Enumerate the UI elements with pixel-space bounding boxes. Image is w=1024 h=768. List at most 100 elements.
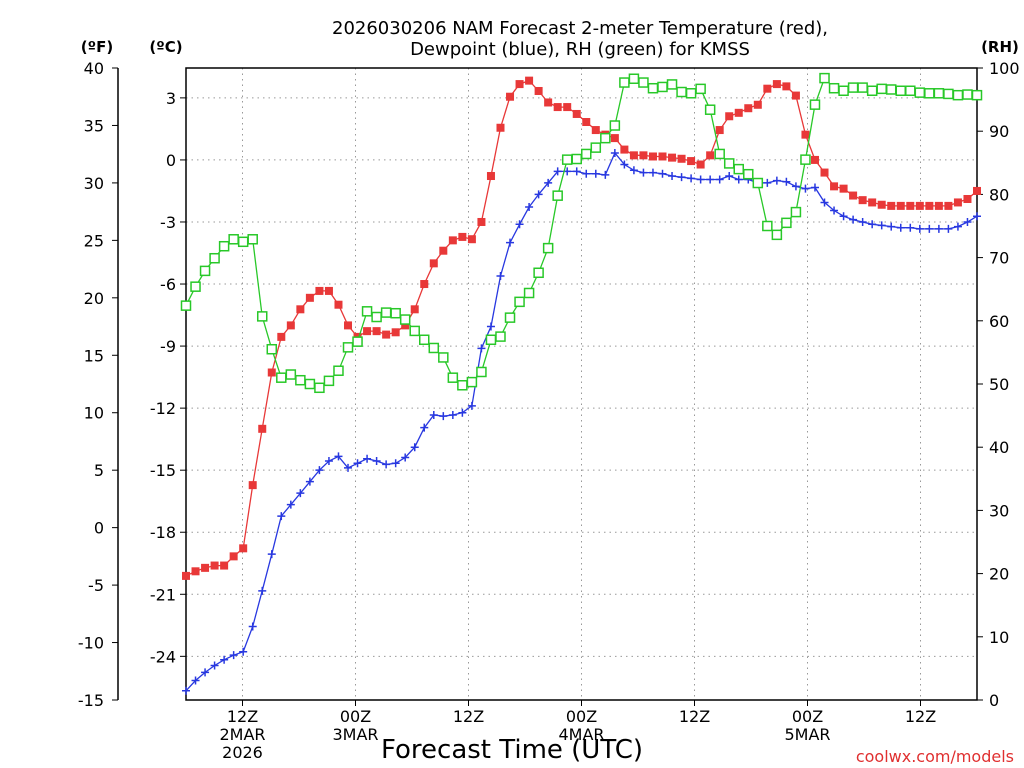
rh-point-11 [285, 369, 297, 380]
rh-unit-label: (RH) [981, 38, 1019, 56]
rh-point-75 [895, 85, 907, 97]
f-tick-label-2: -5 [88, 576, 104, 595]
rh-point-18 [352, 336, 363, 347]
dewpoint-point-2 [201, 668, 210, 677]
rh-point-6 [237, 236, 249, 248]
f-tick-label-9: 30 [84, 174, 104, 193]
rh-point-71 [857, 82, 868, 93]
2-meter-temperature-point-68 [830, 182, 839, 191]
dewpoint-point-63 [782, 177, 791, 186]
dewpoint-point-34 [506, 238, 515, 247]
rh-point-43 [590, 142, 602, 153]
2-meter-temperature-point-50 [658, 152, 667, 161]
dewpoint-point-50 [658, 169, 667, 178]
dewpoint-point-62 [772, 176, 781, 185]
rh-point-58 [733, 163, 744, 175]
rh-tick-label-10: 100 [989, 59, 1020, 78]
2-meter-temperature-point-35 [515, 80, 524, 89]
f-tick-label-10: 35 [84, 116, 104, 135]
dewpoint-point-29 [458, 408, 467, 417]
rh-point-52 [676, 86, 687, 98]
x-tick-label-5-0: 00Z [792, 707, 823, 726]
2-meter-temperature-point-32 [486, 172, 495, 181]
2-meter-temperature-point-21 [382, 330, 391, 339]
dewpoint-point-61 [763, 178, 772, 187]
dewpoint-point-38 [544, 178, 553, 187]
dewpoint-point-8 [258, 586, 267, 595]
rh-tick-label-7: 70 [989, 249, 1009, 268]
f-tick-label-5: 10 [84, 404, 104, 423]
dewpoint-point-1 [191, 676, 200, 685]
dewpoint-point-67 [820, 198, 829, 207]
rh-point-59 [743, 168, 754, 180]
source-credit: coolwx.com/models [856, 747, 1014, 766]
rh-point-47 [628, 73, 640, 84]
rh-point-76 [905, 85, 916, 97]
rh-point-24 [409, 325, 420, 337]
2-meter-temperature-point-25 [420, 280, 429, 289]
x-tick-label-3-0: 00Z [566, 707, 597, 726]
2-meter-temperature-point-70 [849, 191, 858, 200]
rh-point-44 [600, 132, 611, 144]
2-meter-temperature-point-56 [715, 126, 724, 135]
c-tick-label-5: -9 [160, 337, 176, 356]
dewpoint-point-26 [429, 411, 438, 420]
rh-point-36 [523, 287, 535, 299]
dewpoint-point-25 [420, 423, 429, 432]
dewpoint-point-80 [944, 224, 953, 233]
2-meter-temperature-point-83 [973, 186, 981, 195]
2-meter-temperature-point-4 [220, 561, 229, 570]
dewpoint-point-30 [467, 401, 476, 410]
2-meter-temperature-point-14 [315, 286, 324, 295]
rh-point-22 [390, 307, 401, 319]
dewpoint-point-70 [849, 215, 858, 224]
2-meter-temperature-point-17 [344, 321, 353, 330]
dewpoint-point-47 [629, 166, 638, 175]
2-meter-temperature-point-80 [944, 201, 953, 210]
dewpoint-point-45 [610, 149, 619, 158]
rh-point-81 [952, 89, 964, 101]
dewpoint-point-53 [687, 174, 696, 183]
f-tick-label-7: 20 [84, 289, 104, 308]
dewpoint-point-24 [410, 443, 419, 452]
rh-point-12 [295, 374, 306, 386]
dewpoint-point-15 [324, 456, 333, 465]
f-tick-label-0: -15 [78, 691, 104, 710]
rh-point-31 [476, 366, 487, 378]
2-meter-temperature-point-59 [744, 104, 753, 113]
rh-point-41 [571, 153, 582, 165]
2-meter-temperature-point-12 [296, 305, 305, 314]
rh-point-73 [876, 83, 887, 95]
dewpoint-point-11 [286, 500, 295, 509]
rh-point-16 [333, 365, 344, 376]
2-meter-temperature-point-2 [201, 563, 210, 572]
rh-point-39 [552, 190, 563, 201]
dewpoint-point-28 [448, 411, 457, 420]
c-tick-label-3: -15 [150, 461, 176, 480]
dewpoint-point-22 [391, 459, 400, 468]
2-meter-temperature-point-67 [820, 168, 829, 177]
x-tick-label-4-0: 12Z [679, 707, 710, 726]
x-tick-label-0-0: 12Z [227, 707, 258, 726]
rh-point-25 [419, 334, 430, 346]
rh-tick-label-4: 40 [989, 438, 1009, 457]
rh-point-82 [962, 89, 973, 100]
rh-point-65 [800, 154, 811, 165]
2-meter-temperature-point-23 [401, 321, 410, 330]
rh-point-27 [438, 352, 449, 363]
dewpoint-point-3 [210, 661, 219, 670]
c-tick-label-1: -21 [150, 585, 176, 604]
rh-point-45 [609, 120, 621, 131]
rh-point-37 [533, 267, 544, 279]
2-meter-temperature-point-79 [934, 201, 943, 210]
dewpoint-point-73 [877, 221, 886, 230]
rh-point-72 [866, 85, 878, 97]
rh-point-56 [714, 148, 725, 160]
dewpoint-point-12 [296, 489, 305, 498]
2-meter-temperature-point-16 [334, 300, 343, 309]
2-meter-temperature-point-65 [801, 130, 810, 139]
dewpoint-point-68 [830, 206, 839, 215]
dewpoint-point-17 [344, 463, 353, 472]
dewpoint-point-54 [696, 175, 705, 184]
2-meter-temperature-point-74 [887, 201, 896, 210]
